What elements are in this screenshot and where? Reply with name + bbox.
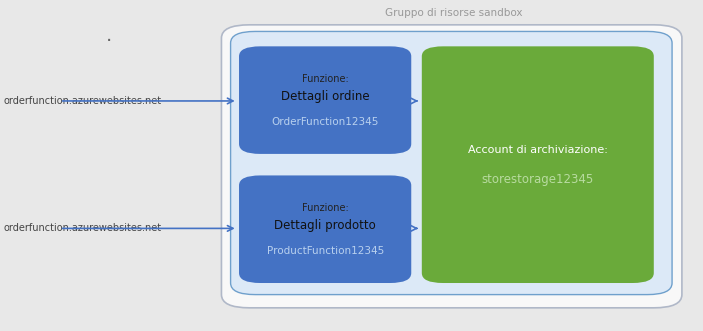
Text: Funzione:: Funzione: (302, 73, 349, 84)
Text: Account di archiviazione:: Account di archiviazione: (468, 145, 607, 155)
FancyBboxPatch shape (422, 46, 654, 283)
FancyBboxPatch shape (239, 175, 411, 283)
Text: ProductFunction12345: ProductFunction12345 (266, 246, 384, 256)
FancyBboxPatch shape (239, 46, 411, 154)
Text: Gruppo di risorse sandbox: Gruppo di risorse sandbox (385, 8, 522, 18)
FancyBboxPatch shape (221, 25, 682, 308)
Text: Funzione:: Funzione: (302, 203, 349, 213)
Text: OrderFunction12345: OrderFunction12345 (271, 117, 379, 127)
Text: Dettagli ordine: Dettagli ordine (280, 90, 370, 103)
Text: ·: · (106, 32, 112, 51)
Text: orderfunction.azurewebsites.net: orderfunction.azurewebsites.net (4, 223, 162, 233)
Text: Dettagli prodotto: Dettagli prodotto (274, 219, 376, 232)
Text: orderfunction.azurewebsites.net: orderfunction.azurewebsites.net (4, 96, 162, 106)
FancyBboxPatch shape (231, 31, 672, 295)
Text: storestorage12345: storestorage12345 (482, 173, 594, 186)
